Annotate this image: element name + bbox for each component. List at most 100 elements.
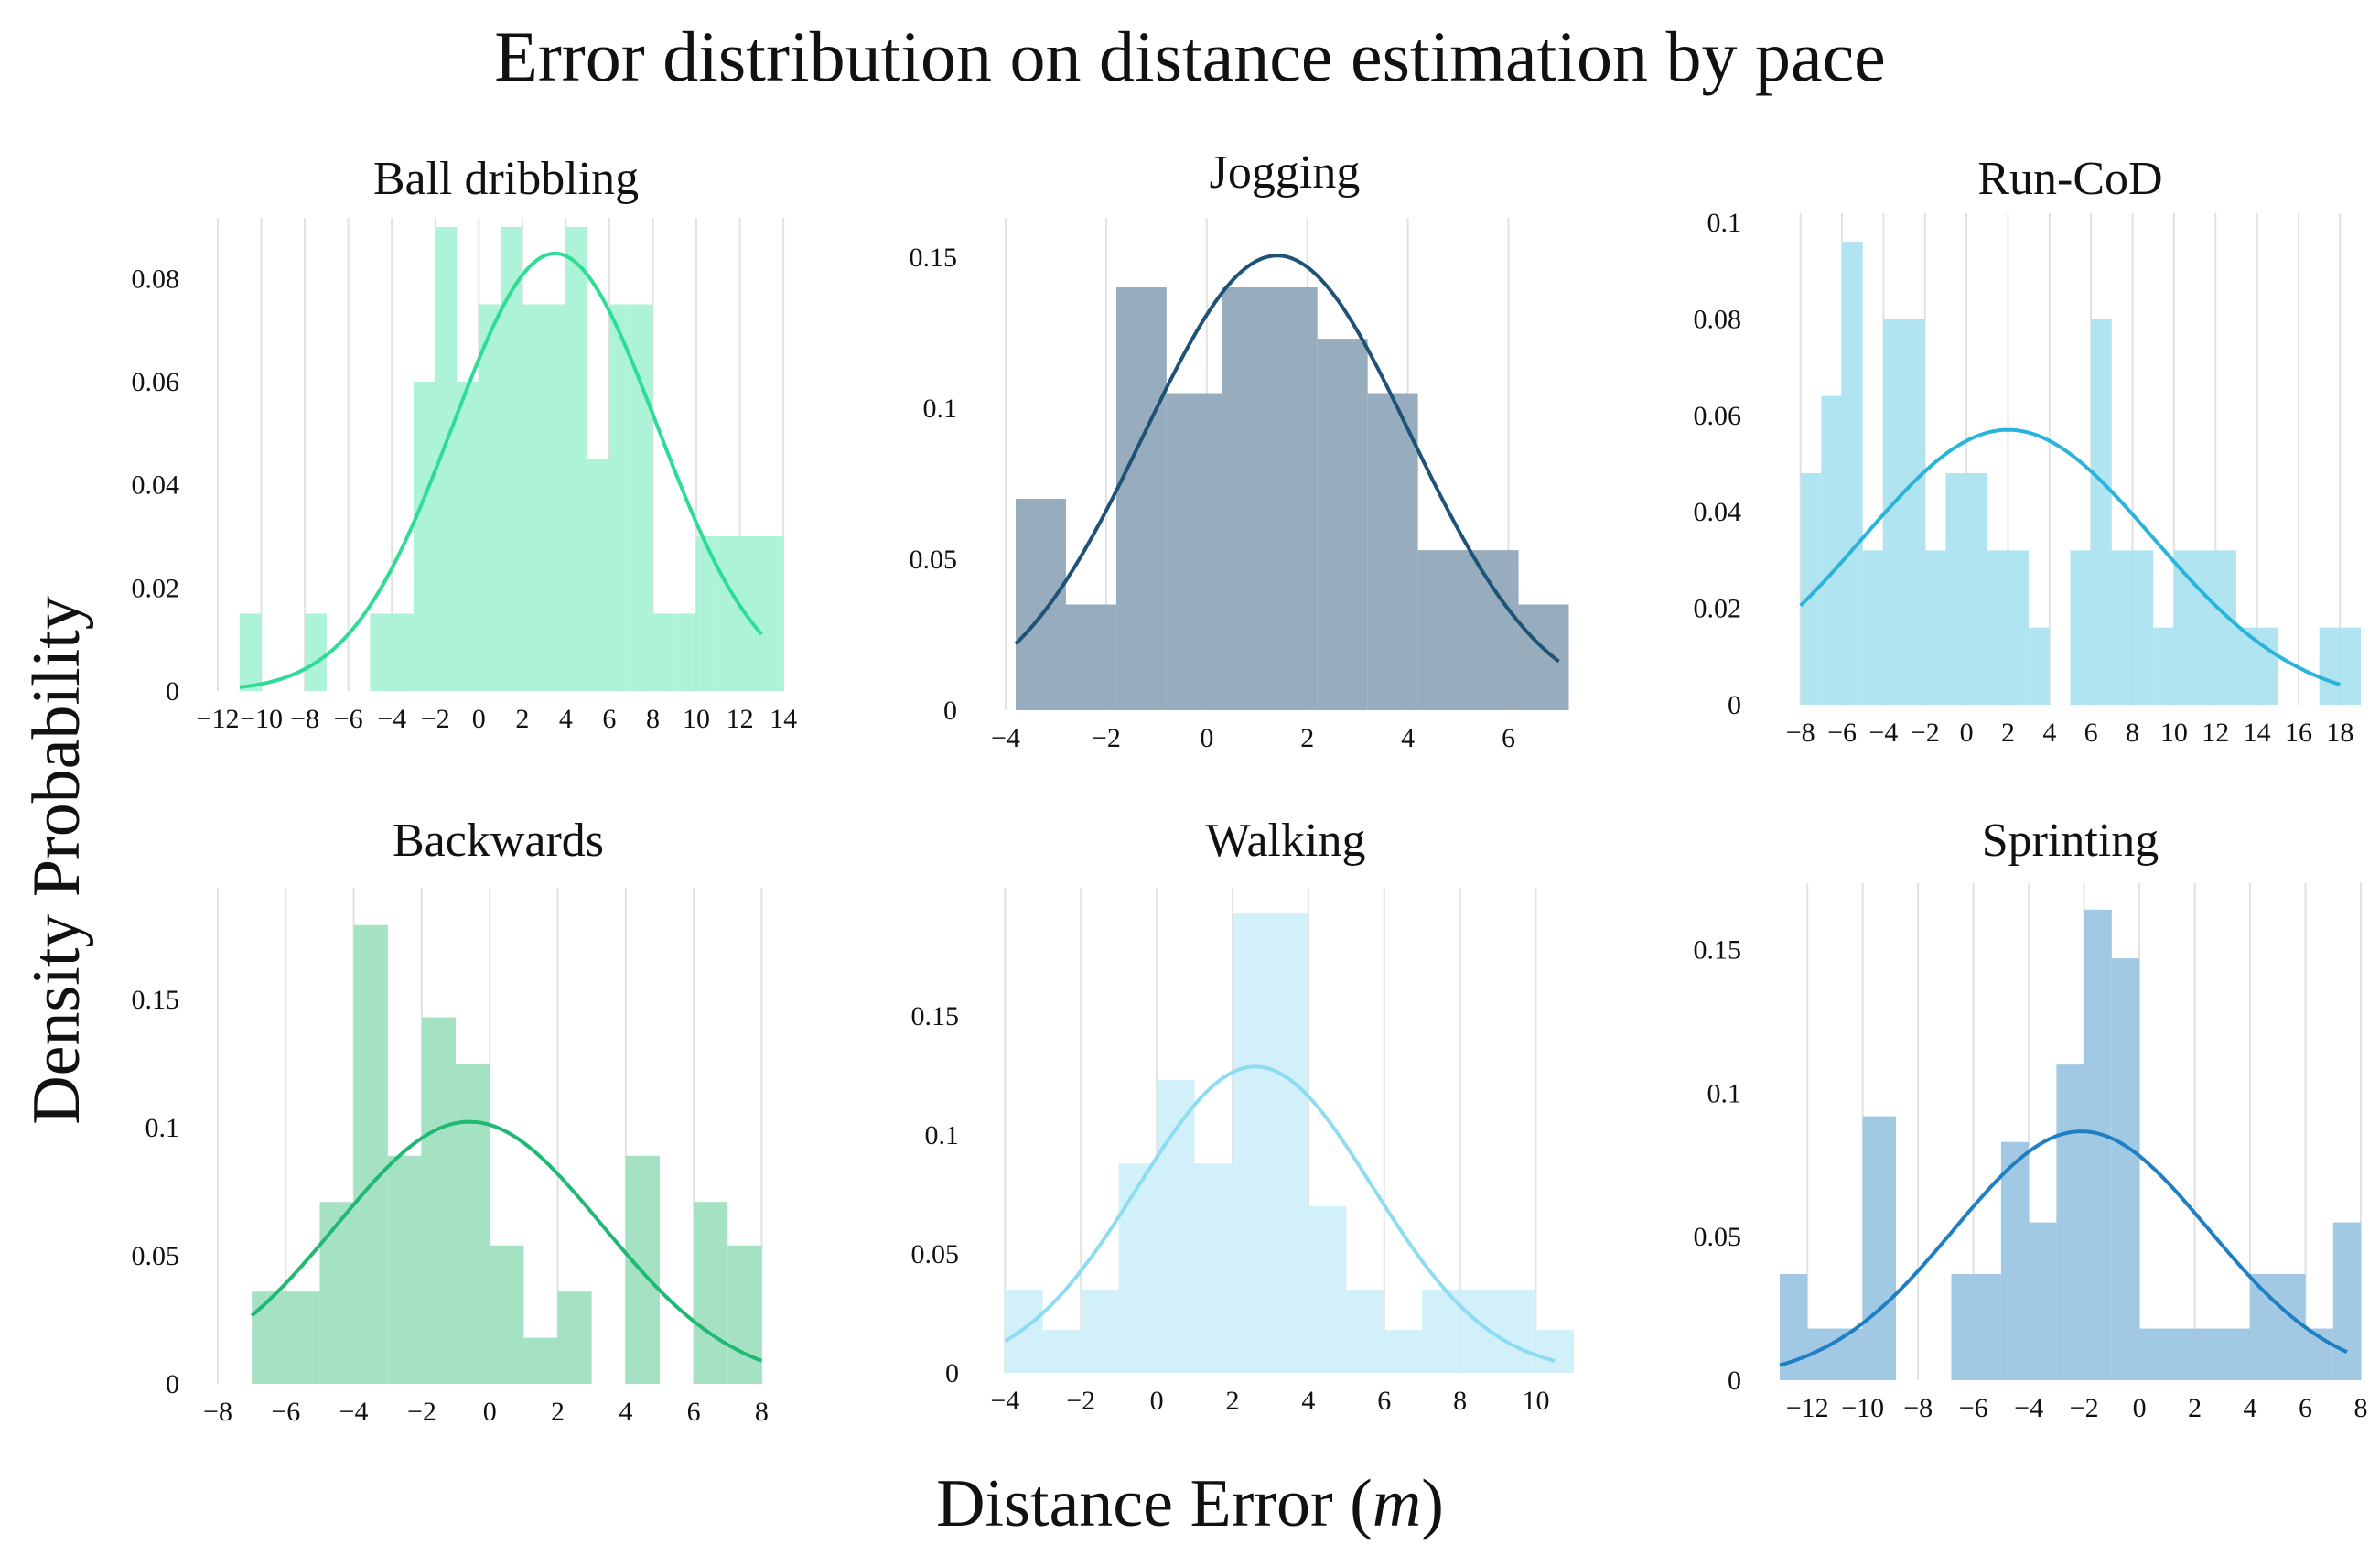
histogram-bar [2250,1273,2306,1380]
histogram-bar [674,613,697,691]
density-curve [1779,1129,2348,1367]
x-axis-title-close: ) [1421,1466,1444,1541]
x-tick-label: −12 [1786,1393,1829,1423]
y-tick-label: 0.1 [923,394,958,424]
density-curve [239,251,763,689]
x-tick-label: −10 [240,704,283,734]
x-tick-label: −2 [1092,723,1121,753]
x-tick-label: 4 [619,1397,632,1427]
x-tick-label: −6 [1959,1393,1988,1423]
histogram-bar [2153,627,2174,705]
histogram-bar [2000,1141,2030,1380]
x-tick-label: 12 [727,704,754,734]
panel-title: Sprinting [1982,815,2159,867]
x-tick-label: 0 [2133,1393,2147,1423]
x-tick-label: −8 [1786,718,1815,748]
histogram-bar [2111,958,2140,1380]
x-axis-title: Distance Error (m) [0,1460,2380,1548]
histogram-bar [2139,1328,2251,1380]
histogram-bar [2319,627,2361,705]
histogram-bar [652,613,675,691]
x-tick-label: −8 [1903,1393,1933,1423]
histogram-bar [305,613,327,691]
histogram-bar [2056,1064,2084,1380]
panel-title: Backwards [393,815,604,867]
x-tick-label: 2 [515,704,529,734]
histogram-bar [1535,1330,1574,1373]
histogram-bar [239,613,262,691]
x-tick-label: 14 [770,704,797,734]
histogram-bar [435,227,458,691]
y-tick-label: 0 [945,1358,959,1388]
histogram-bar [1005,1290,1043,1373]
histogram-bar [694,1202,728,1384]
x-tick-label: −2 [1911,718,1940,748]
histogram-bar [727,1245,762,1384]
x-tick-label: 0 [472,704,486,734]
x-tick-label: 6 [2084,718,2098,748]
histogram-bar [717,536,740,691]
histogram-bar [1118,1163,1158,1373]
x-tick-label: 0 [1200,723,1213,753]
histogram-bar [2111,550,2154,705]
x-tick-label: −2 [2070,1393,2099,1423]
histogram-bar [1308,1206,1347,1373]
histogram-bar [2332,1222,2361,1380]
x-tick-label: 2 [1225,1386,1239,1416]
histogram-bar [2173,550,2236,705]
y-tick-label: 0.06 [1694,401,1742,431]
density-curve [1014,254,1560,664]
panel-title: Run-CoD [1977,153,2162,205]
x-tick-label: 10 [1523,1386,1550,1416]
x-tick-label: 16 [2285,718,2312,748]
y-tick-label: 0.1 [1707,1078,1742,1108]
histogram-bar [1115,287,1167,710]
x-tick-label: 8 [646,704,660,734]
x-tick-label: 4 [559,704,573,734]
x-tick-label: −4 [339,1397,369,1427]
x-tick-label: −8 [203,1397,232,1427]
histogram-bar [1081,1290,1119,1373]
panel-4: −8 −6 −4 −2 0 2 4 6 8 0 0.05 0.1 0.15 Backwards [132,815,769,1427]
density-curve [1799,427,2341,686]
y-tick-label: 0.05 [910,545,958,575]
panel-title: Walking [1206,815,1366,867]
y-tick-label: 0.05 [132,1241,180,1271]
y-tick-label: 0.15 [132,985,180,1015]
histogram-bar [1346,1290,1384,1373]
x-tick-label: 8 [755,1397,769,1427]
histogram-bar [544,304,566,691]
x-tick-label: 0 [1960,718,1974,748]
x-tick-label: −8 [290,704,319,734]
x-tick-label: 6 [2299,1393,2312,1423]
histogram-bar [1835,1328,1863,1380]
x-tick-label: 12 [2202,718,2229,748]
x-tick-label: −6 [1827,718,1857,748]
histogram-bar [1951,1273,2001,1380]
y-tick-label: 0.02 [1694,594,1742,624]
x-tick-label: 6 [1502,723,1515,753]
x-tick-label: 18 [2326,718,2353,748]
x-tick-label: 0 [1150,1386,1164,1416]
figure-title: Error distribution on distance estimatio… [494,16,1886,96]
histogram-bar [2235,627,2278,705]
x-tick-label: 2 [2188,1393,2202,1423]
x-tick-label: −4 [2014,1393,2043,1423]
histogram-bar [696,536,718,691]
x-tick-label: −6 [271,1397,300,1427]
x-axis-title-text: Distance Error ( [936,1466,1373,1541]
x-tick-label: 2 [551,1397,565,1427]
histogram-bar [1166,393,1222,710]
histogram-bar [421,1017,457,1384]
histogram-bar [1317,339,1368,710]
histogram-bar [522,304,544,691]
histogram-bar [479,304,501,691]
histogram-bar [319,1202,354,1384]
x-tick-label: −2 [407,1397,436,1427]
histogram-bar [2029,627,2050,705]
density-curve [1004,1064,1556,1363]
density-curve [250,1119,763,1363]
histogram-bar [630,304,653,691]
histogram-bar [761,536,784,691]
